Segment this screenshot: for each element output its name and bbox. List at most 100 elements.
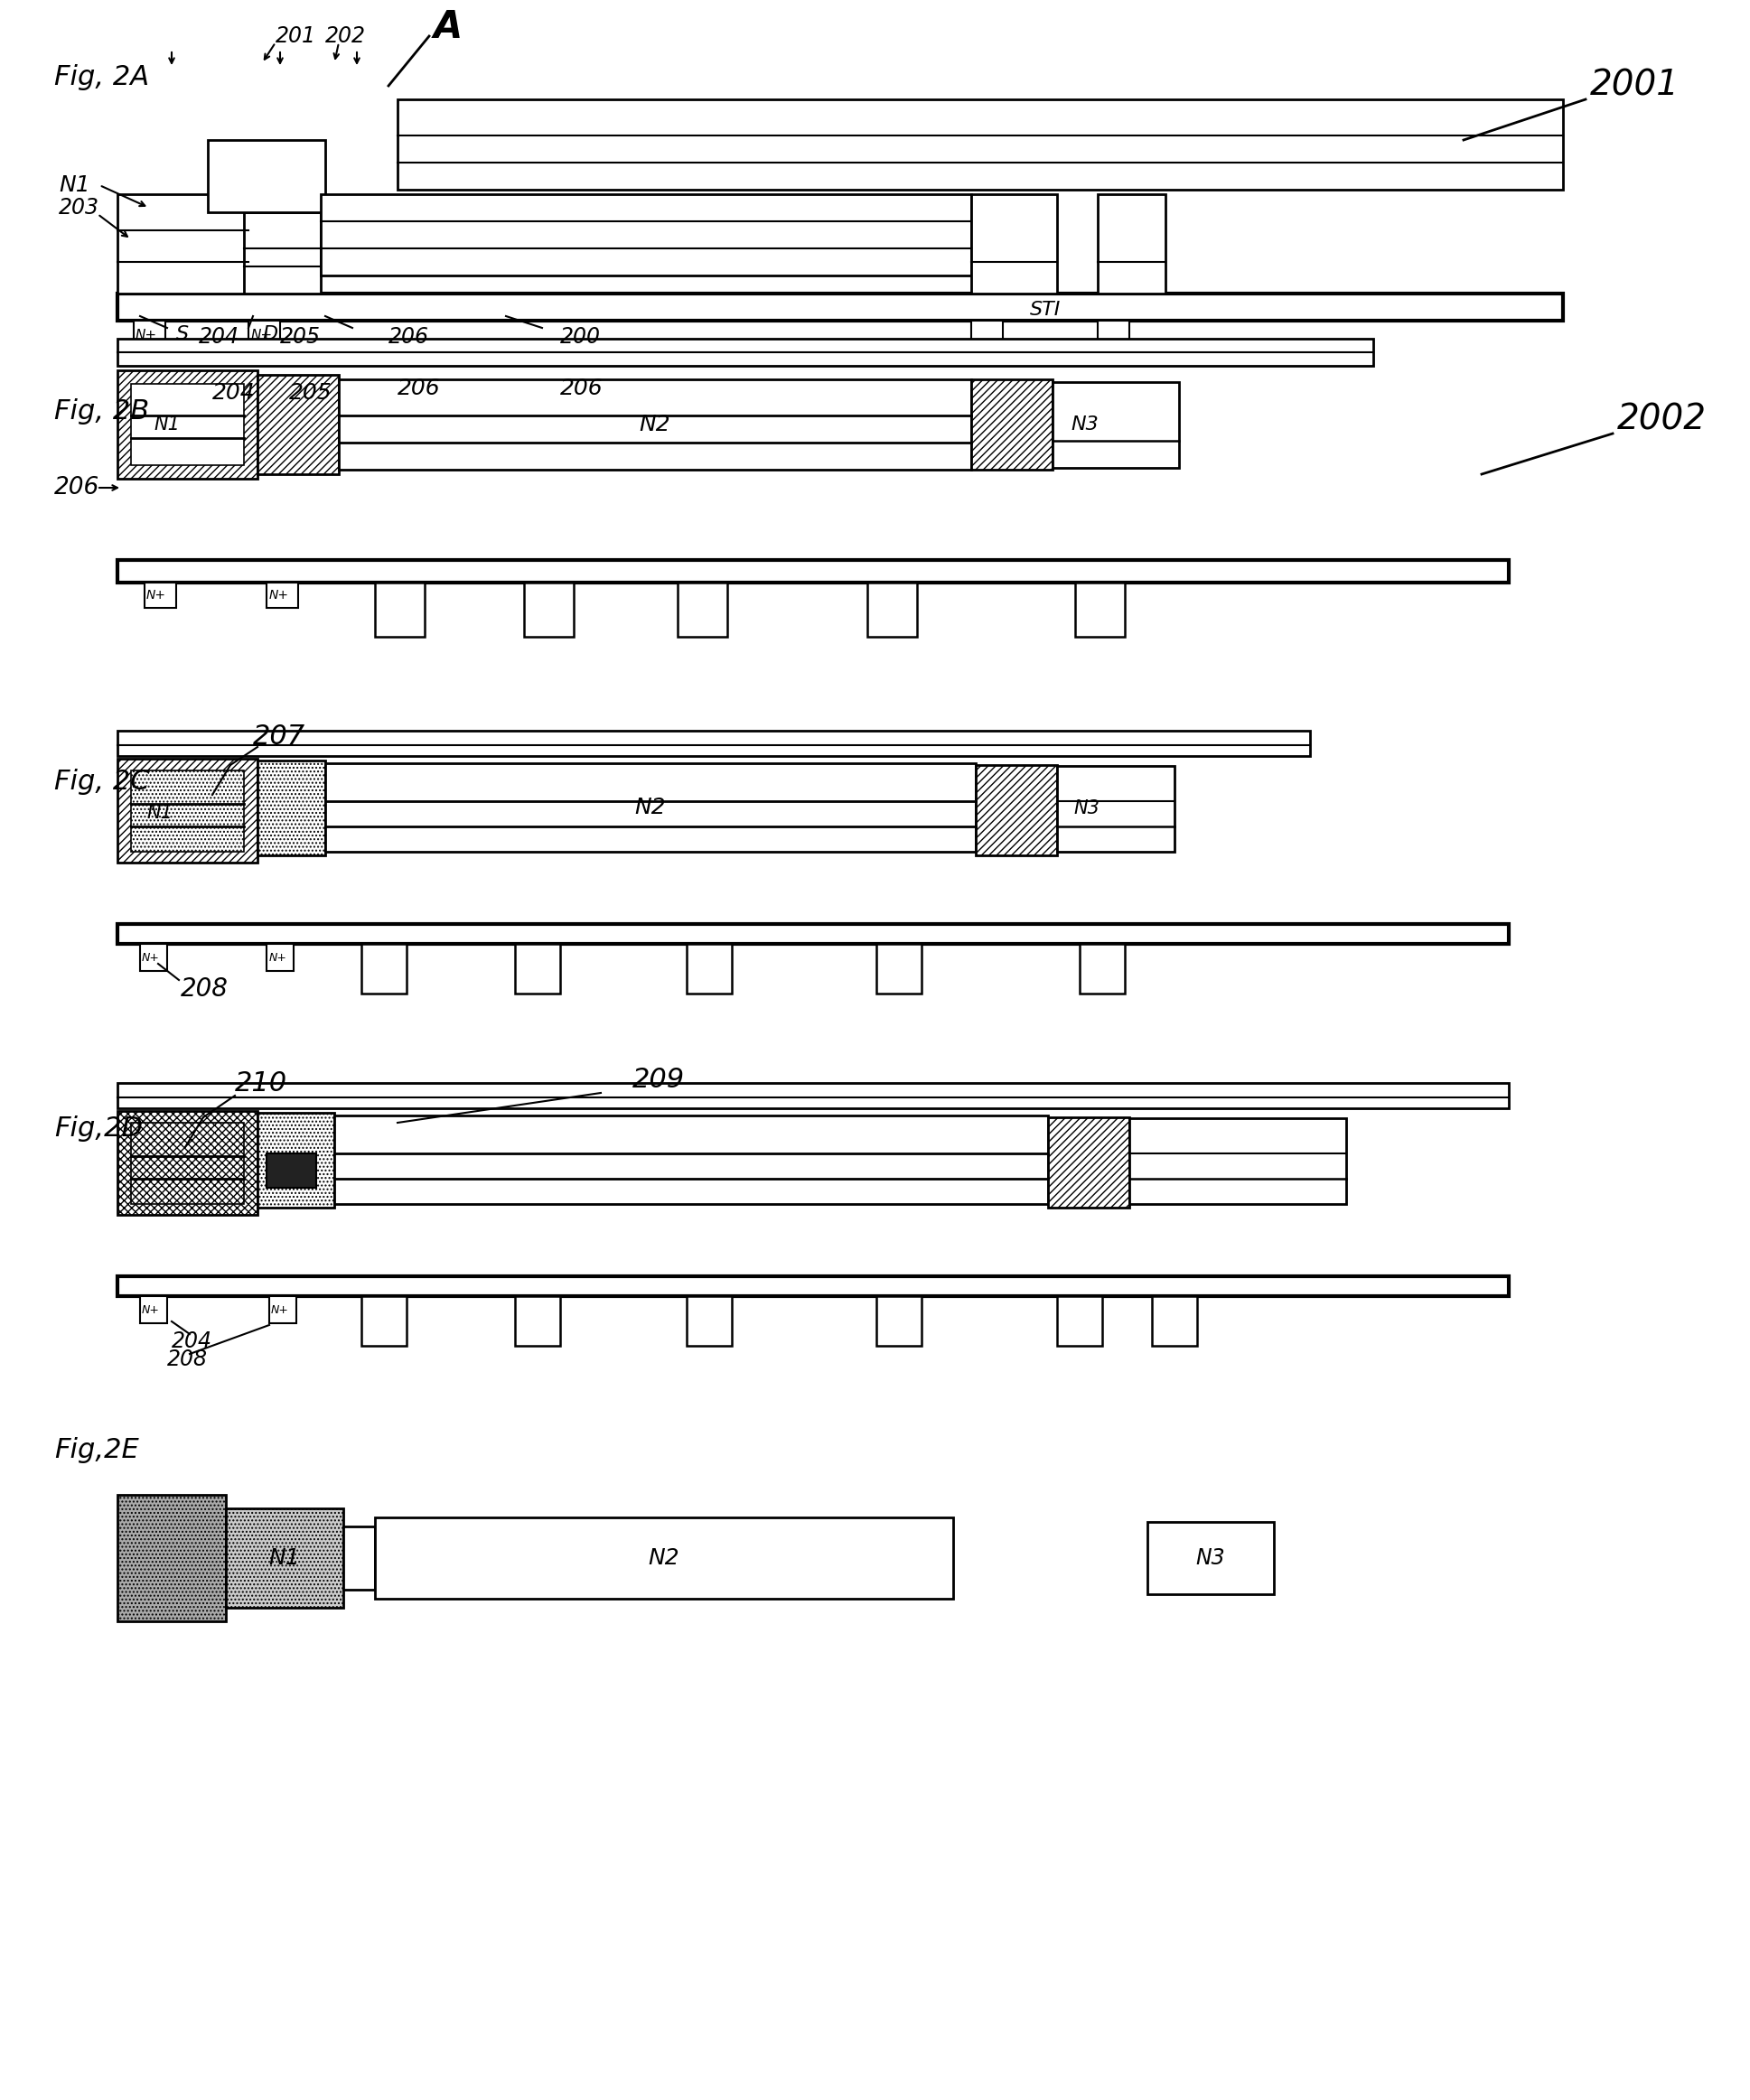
Bar	[131, 771, 243, 853]
Bar	[1057, 766, 1174, 853]
Bar	[340, 380, 971, 470]
Text: N+: N+	[271, 1304, 289, 1315]
Bar	[208, 141, 325, 212]
Bar	[117, 370, 257, 479]
Bar	[117, 338, 1374, 365]
Bar	[145, 582, 177, 607]
Text: 208: 208	[180, 976, 229, 1002]
Bar	[677, 582, 728, 636]
Text: 206: 206	[560, 378, 604, 399]
Bar	[270, 1296, 296, 1323]
Bar	[117, 1084, 1508, 1109]
Text: 209: 209	[632, 1067, 684, 1092]
Text: N1: N1	[154, 416, 180, 433]
Bar	[117, 193, 248, 294]
Text: 206: 206	[388, 326, 429, 349]
Text: Fig, 2A: Fig, 2A	[54, 63, 149, 90]
Text: Fig, 2C: Fig, 2C	[54, 769, 149, 794]
Bar	[131, 384, 243, 466]
Text: 201: 201	[275, 25, 317, 46]
Bar	[976, 764, 1057, 855]
Text: N3: N3	[1195, 1548, 1225, 1569]
Text: N3: N3	[1071, 416, 1099, 433]
Bar	[686, 943, 731, 993]
Text: N3: N3	[1073, 800, 1099, 817]
Text: 202: 202	[325, 25, 366, 46]
Text: S: S	[177, 326, 189, 342]
Bar	[266, 582, 298, 607]
Text: 205: 205	[289, 382, 332, 403]
Text: N+: N+	[252, 328, 273, 342]
Text: N+: N+	[142, 1304, 159, 1315]
Text: N+: N+	[270, 588, 289, 601]
Text: 204: 204	[212, 382, 255, 403]
Text: N2: N2	[649, 1548, 679, 1569]
Text: 204: 204	[172, 1331, 212, 1352]
Bar	[117, 731, 1311, 756]
Bar	[131, 1124, 243, 1203]
Text: N1: N1	[60, 174, 89, 195]
Text: N1: N1	[270, 1548, 301, 1569]
Bar	[877, 943, 922, 993]
Bar	[1057, 1296, 1102, 1346]
Text: N+: N+	[147, 588, 166, 601]
Bar	[362, 943, 406, 993]
Bar	[140, 943, 168, 970]
Bar	[1048, 1117, 1129, 1208]
Text: D: D	[262, 326, 278, 342]
Bar	[117, 1277, 1508, 1296]
Text: 210: 210	[234, 1071, 287, 1096]
Bar	[257, 374, 340, 475]
Text: Fig,2E: Fig,2E	[54, 1436, 138, 1464]
Text: 206: 206	[397, 378, 441, 399]
Text: 207: 207	[254, 722, 306, 750]
Bar	[140, 1296, 168, 1323]
Bar	[257, 1113, 334, 1207]
Bar	[1074, 582, 1125, 636]
Bar	[374, 582, 425, 636]
Text: Fig, 2B: Fig, 2B	[54, 397, 149, 424]
Bar	[343, 1527, 374, 1590]
Bar	[362, 1296, 406, 1346]
Bar	[266, 943, 294, 970]
Bar	[117, 758, 257, 863]
Bar	[1097, 321, 1129, 349]
Bar	[397, 99, 1563, 189]
Text: 203: 203	[60, 197, 100, 218]
Bar	[523, 582, 574, 636]
Text: N+: N+	[135, 328, 157, 342]
Bar	[877, 1296, 922, 1346]
Bar	[971, 193, 1057, 294]
Bar	[334, 1115, 1048, 1203]
Bar	[971, 380, 1052, 470]
Bar	[257, 760, 325, 855]
Bar	[686, 1296, 731, 1346]
Text: 208: 208	[168, 1348, 208, 1369]
Text: 205: 205	[280, 326, 320, 349]
Text: N2: N2	[639, 414, 670, 435]
Bar	[117, 1111, 257, 1214]
Bar	[514, 943, 560, 993]
Bar	[243, 212, 320, 294]
Bar	[117, 294, 1563, 321]
Text: A: A	[434, 8, 462, 46]
Bar	[1152, 1296, 1197, 1346]
Bar	[133, 321, 164, 349]
Text: 2001: 2001	[1591, 69, 1680, 103]
Bar	[117, 1495, 226, 1621]
Text: 2002: 2002	[1617, 403, 1706, 437]
Bar	[117, 561, 1508, 582]
Text: N1: N1	[147, 804, 173, 821]
Text: 200: 200	[560, 326, 600, 349]
Text: N+: N+	[270, 951, 287, 964]
Bar	[1080, 943, 1125, 993]
Bar	[514, 1296, 560, 1346]
Bar	[374, 1518, 954, 1598]
Bar	[320, 193, 971, 275]
Bar	[266, 1153, 317, 1189]
Text: N+: N+	[142, 951, 159, 964]
Bar	[325, 762, 976, 853]
Text: STI: STI	[1031, 300, 1060, 319]
Bar	[1148, 1522, 1274, 1594]
Bar	[226, 1508, 343, 1609]
